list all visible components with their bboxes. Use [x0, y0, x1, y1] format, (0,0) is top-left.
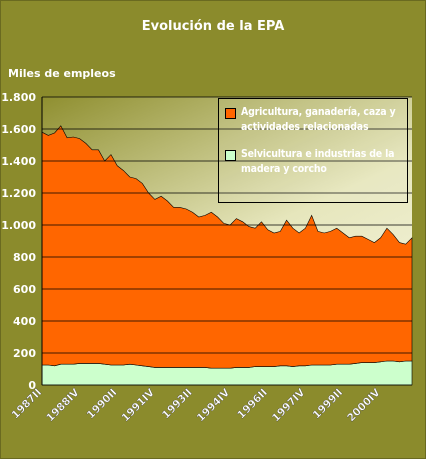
area: [41, 125, 413, 369]
y-tick-label: 1.000: [1, 219, 36, 232]
legend-item: Selvicultura e industrias de la madera y…: [225, 147, 401, 177]
y-tick-label: 200: [13, 347, 36, 360]
y-tick-label: 400: [13, 315, 36, 328]
legend-swatch: [225, 150, 236, 161]
y-tick-label: 1.600: [1, 123, 36, 136]
y-tick-label: 0: [28, 379, 36, 392]
legend: Agricultura, ganadería, caza y actividad…: [218, 98, 408, 203]
legend-swatch: [225, 108, 236, 119]
y-axis-label: Miles de empleos: [8, 67, 116, 80]
legend-item: Agricultura, ganadería, caza y actividad…: [225, 105, 401, 135]
y-tick-label: 1.200: [1, 187, 36, 200]
y-tick-label: 1.800: [1, 91, 36, 104]
legend-label: Selvicultura e industrias de la madera y…: [241, 148, 395, 175]
legend-label: Agricultura, ganadería, caza y actividad…: [241, 106, 396, 133]
y-tick-label: 600: [13, 283, 36, 296]
y-tick-label: 1.400: [1, 155, 36, 168]
y-tick-label: 800: [13, 251, 36, 264]
chart-title: Evolución de la EPA: [142, 19, 285, 34]
